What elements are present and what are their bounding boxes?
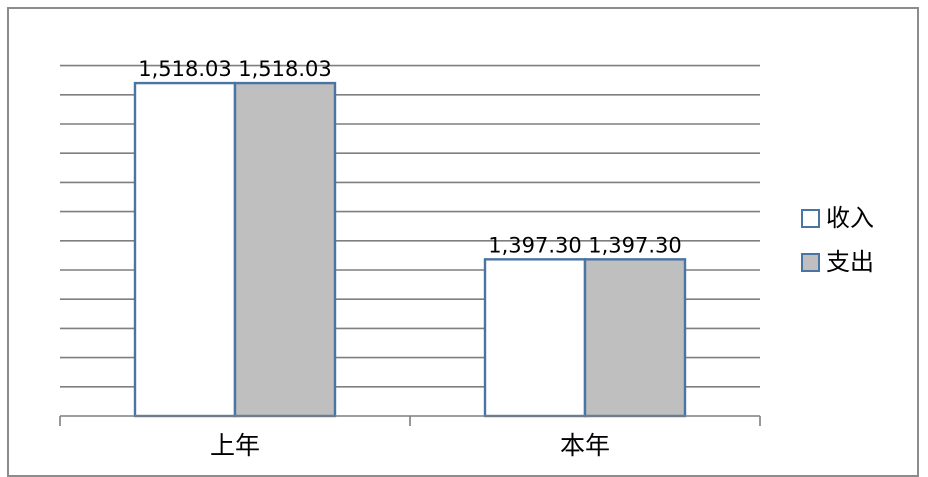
legend-swatch <box>801 253 820 272</box>
data-label: 1,397.30 <box>588 233 682 257</box>
category-label: 上年 <box>210 431 260 460</box>
legend-label: 收入 <box>826 204 874 232</box>
bar-expense <box>233 81 337 418</box>
bar-expense <box>583 258 687 418</box>
data-label: 1,518.03 <box>238 57 332 81</box>
category-label: 本年 <box>560 431 610 460</box>
bar-income <box>483 258 587 418</box>
bar-income <box>133 81 237 418</box>
x-axis <box>59 415 761 426</box>
legend-label: 支出 <box>826 248 874 276</box>
data-label: 1,518.03 <box>138 57 232 81</box>
data-label: 1,397.30 <box>488 233 582 257</box>
bars <box>133 81 687 418</box>
legend-swatch <box>801 209 820 228</box>
data-labels: 1,518.03 1,518.03 上年 1,397.30 1,397.30 本年 <box>138 57 682 460</box>
